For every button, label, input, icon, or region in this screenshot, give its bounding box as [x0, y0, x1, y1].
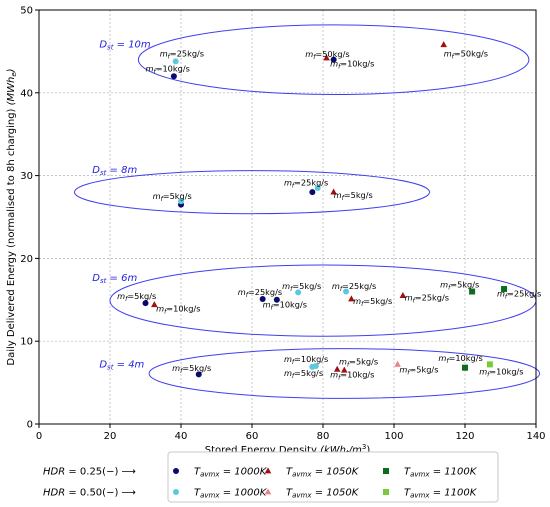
flow-rate-label: mf=25kg/s — [332, 281, 376, 293]
data-point — [343, 288, 350, 295]
data-point — [178, 198, 184, 205]
data-point — [333, 365, 341, 372]
data-point — [323, 54, 330, 61]
flow-rate-label: mf=10kg/s — [330, 370, 374, 382]
plot-frame — [38, 9, 537, 425]
legend-marker — [383, 489, 389, 495]
y-tick-label: 40 — [20, 88, 33, 99]
x-tick-label: 20 — [104, 431, 117, 442]
flow-rate-label: mf=5kg/s — [153, 191, 192, 203]
flow-rate-label: mf=10kg/s — [479, 366, 523, 378]
data-point — [172, 58, 179, 65]
flow-rate-label: mf=5kg/s — [440, 279, 479, 291]
x-tick-label: 60 — [246, 431, 259, 442]
data-point — [501, 286, 508, 293]
legend-marker — [264, 467, 272, 474]
data-point — [273, 296, 280, 303]
legend-entry-label: Tavmx = 1000K — [194, 467, 268, 479]
data-markers — [142, 41, 508, 378]
group-label: Dst = 8m — [92, 165, 137, 177]
data-point — [170, 73, 177, 80]
data-point — [142, 300, 149, 307]
flow-rate-label: mf=10kg/s — [284, 354, 328, 366]
group-label: Dst = 10m — [99, 39, 151, 51]
group-ellipse — [137, 24, 530, 95]
legend-marker — [173, 468, 179, 474]
x-tick-label: 0 — [36, 431, 42, 442]
data-point — [330, 56, 337, 63]
group-label: Dst = 4m — [99, 360, 144, 372]
x-tick-label: 100 — [384, 431, 403, 442]
y-axis-label: Daily Delivered Energy (normalised to 8h… — [6, 68, 18, 365]
data-point — [309, 189, 316, 196]
flow-rate-label: mf=50kg/s — [305, 49, 349, 61]
data-point — [348, 295, 355, 302]
flow-rate-label: mf=10kg/s — [156, 303, 200, 315]
data-point — [151, 301, 158, 308]
flow-rate-label: mf=5kg/s — [399, 365, 438, 377]
legend-marker — [173, 489, 179, 495]
annotations: mf=25kg/smf=10kg/smf=50kg/smf=10kg/smf=5… — [117, 48, 541, 381]
data-point — [195, 371, 202, 378]
flow-rate-label: mf=10kg/s — [146, 63, 190, 75]
flow-rate-label: mf=5kg/s — [339, 356, 378, 368]
flow-rate-label: mf=5kg/s — [334, 190, 373, 202]
flow-rate-label: mf=5kg/s — [282, 281, 321, 293]
data-point — [259, 295, 266, 302]
x-tick-label: 120 — [455, 431, 474, 442]
x-tick-label: 40 — [175, 431, 188, 442]
grid — [39, 10, 536, 424]
legend-marker — [264, 488, 272, 495]
flow-rate-label: mf=25kg/s — [238, 287, 282, 299]
legend-row-label: HDR = 0.25(−) ⟶ — [43, 467, 136, 478]
flow-rate-label: mf=5kg/s — [284, 368, 323, 380]
data-point — [469, 288, 476, 295]
legend-entry-label: Tavmx = 1100K — [404, 488, 478, 500]
data-point — [440, 41, 447, 48]
flow-rate-label: mf=25kg/s — [405, 293, 449, 305]
x-tick-label: 140 — [526, 431, 545, 442]
data-point — [399, 292, 407, 299]
legend-entry-label: Tavmx = 1050K — [286, 488, 360, 500]
data-point — [486, 361, 493, 368]
x-tick-label: 80 — [317, 431, 330, 442]
flow-rate-label: mf=5kg/s — [353, 296, 392, 308]
legend-entry-label: Tavmx = 1050K — [286, 467, 360, 479]
data-point — [394, 360, 401, 367]
data-point — [341, 366, 348, 373]
data-point — [309, 363, 316, 370]
flow-rate-label: mf=5kg/s — [117, 291, 156, 303]
legend-box — [167, 451, 499, 503]
group-ellipse — [74, 170, 430, 215]
data-point — [330, 188, 337, 195]
data-point — [314, 185, 321, 192]
flow-rate-label: mf=25kg/s — [497, 288, 541, 300]
flow-rate-label: mf=10kg/s — [263, 299, 307, 311]
y-tick-label: 20 — [20, 254, 33, 265]
flow-rate-label: mf=50kg/s — [444, 48, 488, 60]
group-label: Dst = 6m — [92, 273, 137, 285]
flow-rate-label: mf=10kg/s — [438, 353, 482, 365]
legend-entry-label: Tavmx = 1000K — [194, 488, 268, 500]
flow-rate-label: mf=25kg/s — [160, 48, 204, 60]
flow-rate-label: mf=25kg/s — [284, 178, 328, 190]
flow-rate-label: mf=5kg/s — [172, 363, 211, 375]
legend: HDR = 0.25(−) ⟶ Tavmx = 1000K Tavmx = 1050… — [43, 451, 499, 503]
legend-marker — [383, 468, 389, 474]
y-tick-label: 0 — [27, 420, 33, 431]
legend-row-label: HDR = 0.50(−) ⟶ — [43, 488, 136, 499]
flow-rate-label: mf=10kg/s — [330, 58, 374, 70]
y-tick-label: 10 — [20, 337, 33, 348]
group-ellipses: Dst = 10m Dst = 8m Dst = 6m Dst = 4m — [74, 24, 541, 399]
data-point — [295, 289, 302, 296]
y-tick-label: 50 — [20, 6, 33, 17]
group-ellipse — [148, 348, 541, 399]
y-tick-label: 30 — [20, 171, 33, 182]
data-point — [462, 364, 468, 371]
legend-entry-label: Tavmx = 1100K — [404, 467, 478, 479]
